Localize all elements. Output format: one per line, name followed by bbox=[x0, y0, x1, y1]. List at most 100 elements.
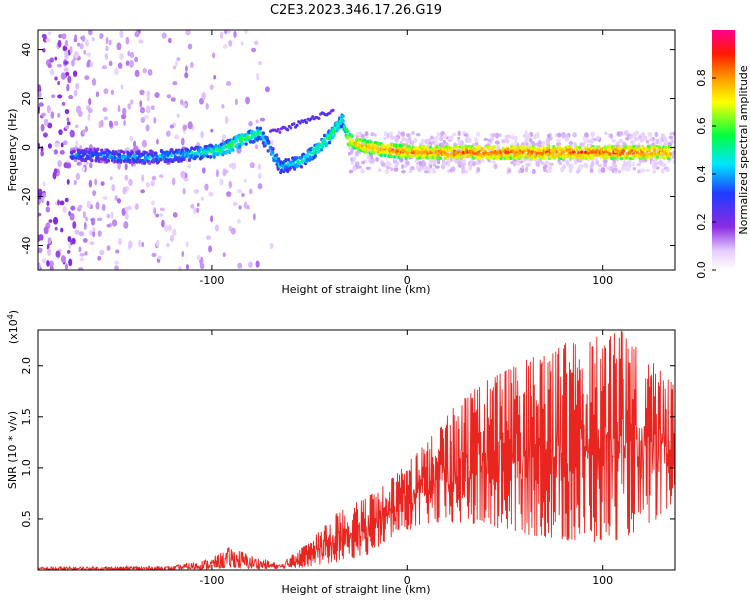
noise-cell bbox=[64, 197, 69, 203]
halo-cell bbox=[658, 141, 663, 147]
secondary-track-cell bbox=[304, 120, 308, 125]
noise-cell bbox=[193, 189, 200, 194]
secondary-track-cell bbox=[317, 116, 321, 121]
halo-cell bbox=[540, 161, 545, 166]
noise-cell bbox=[255, 260, 260, 268]
track-cell bbox=[500, 154, 504, 158]
halo-cell bbox=[612, 164, 618, 168]
noise-cell bbox=[145, 182, 150, 188]
noise-cell bbox=[103, 116, 109, 121]
noise-cell bbox=[60, 227, 64, 233]
noise-cell bbox=[230, 227, 236, 235]
noise-cell bbox=[84, 251, 88, 256]
halo-cell bbox=[579, 142, 584, 147]
halo-cell bbox=[595, 157, 599, 161]
noise-cell bbox=[140, 116, 146, 124]
halo-cell bbox=[603, 159, 608, 164]
colorbar-axes: 0.0 0.2 0.4 0.6 0.8 bbox=[695, 69, 716, 279]
colorbar-tick-label: 0.2 bbox=[695, 213, 708, 231]
track-cell bbox=[255, 126, 259, 130]
track-cell bbox=[227, 149, 231, 154]
track-cell bbox=[319, 147, 324, 152]
noise-cell bbox=[201, 167, 206, 174]
track-cell bbox=[329, 131, 333, 136]
track-cell bbox=[186, 152, 190, 157]
noise-cell bbox=[64, 263, 69, 270]
halo-cell bbox=[661, 163, 667, 167]
secondary-track-cell bbox=[278, 130, 282, 134]
noise-cell bbox=[224, 30, 228, 34]
noise-cell bbox=[196, 202, 200, 207]
noise-cell bbox=[41, 258, 47, 264]
noise-cell bbox=[42, 132, 48, 138]
noise-cell bbox=[62, 140, 68, 146]
track-cell bbox=[492, 145, 497, 149]
noise-cell bbox=[88, 179, 93, 188]
noise-cell bbox=[182, 188, 186, 195]
noise-cell bbox=[169, 234, 174, 243]
track-cell bbox=[225, 149, 229, 154]
halo-cell bbox=[507, 134, 511, 139]
halo-cell bbox=[645, 169, 650, 173]
noise-cell bbox=[48, 260, 54, 268]
noise-cell bbox=[158, 174, 164, 179]
halo-cell bbox=[613, 167, 618, 172]
y-tick-label: 20 bbox=[20, 92, 33, 106]
noise-cell bbox=[43, 118, 49, 126]
noise-cell bbox=[98, 120, 102, 129]
secondary-track-cell bbox=[331, 108, 335, 112]
y-tick-label: 2.0 bbox=[20, 357, 33, 375]
noise-cell bbox=[57, 94, 63, 99]
noise-cell bbox=[192, 206, 197, 215]
halo-cell bbox=[522, 134, 527, 138]
noise-cell bbox=[264, 86, 270, 93]
halo-cell bbox=[377, 168, 382, 172]
halo-cell bbox=[462, 159, 467, 163]
noise-cell bbox=[57, 80, 60, 86]
noise-cell bbox=[184, 72, 189, 79]
noise-cell bbox=[141, 139, 147, 148]
halo-cell bbox=[442, 134, 448, 139]
track-cell bbox=[604, 149, 608, 154]
track-cell bbox=[350, 134, 354, 139]
noise-cell bbox=[89, 241, 95, 246]
noise-cell bbox=[153, 116, 157, 124]
snr-series-line bbox=[38, 330, 675, 570]
noise-cell bbox=[257, 163, 261, 170]
halo-cell bbox=[668, 135, 674, 140]
noise-cell bbox=[91, 37, 95, 42]
track-cell bbox=[327, 140, 332, 145]
halo-cell bbox=[562, 164, 566, 170]
noise-cell bbox=[92, 230, 96, 238]
halo-cell bbox=[385, 160, 389, 166]
colorbar-tick-label: 0.6 bbox=[695, 117, 708, 135]
halo-cell bbox=[630, 139, 635, 145]
noise-cell bbox=[114, 260, 120, 265]
halo-cell bbox=[350, 161, 354, 165]
track-cell bbox=[435, 145, 439, 149]
track-cell bbox=[619, 156, 623, 161]
track-cell bbox=[454, 150, 458, 155]
halo-cell bbox=[524, 129, 528, 136]
halo-cell bbox=[357, 165, 362, 169]
noise-cell bbox=[129, 59, 134, 68]
spectrogram-axes: -100 0 100 -40 -20 0 20 40 bbox=[20, 30, 675, 287]
halo-cell bbox=[568, 163, 572, 169]
halo-cell bbox=[618, 138, 624, 144]
track-cell bbox=[325, 141, 329, 146]
track-cell bbox=[271, 150, 275, 155]
halo-cell bbox=[590, 131, 595, 138]
noise-cell bbox=[249, 188, 253, 195]
noise-cell bbox=[40, 196, 45, 204]
noise-cell bbox=[226, 30, 231, 34]
track-cell bbox=[642, 147, 646, 151]
track-cell bbox=[466, 154, 470, 159]
halo-cell bbox=[441, 158, 446, 165]
noise-cell bbox=[64, 108, 70, 115]
track-cell bbox=[332, 133, 336, 137]
noise-cell bbox=[180, 170, 186, 179]
track-cell bbox=[545, 152, 550, 157]
track-cell bbox=[365, 139, 370, 144]
noise-cell bbox=[57, 199, 60, 206]
halo-cell bbox=[595, 160, 599, 166]
